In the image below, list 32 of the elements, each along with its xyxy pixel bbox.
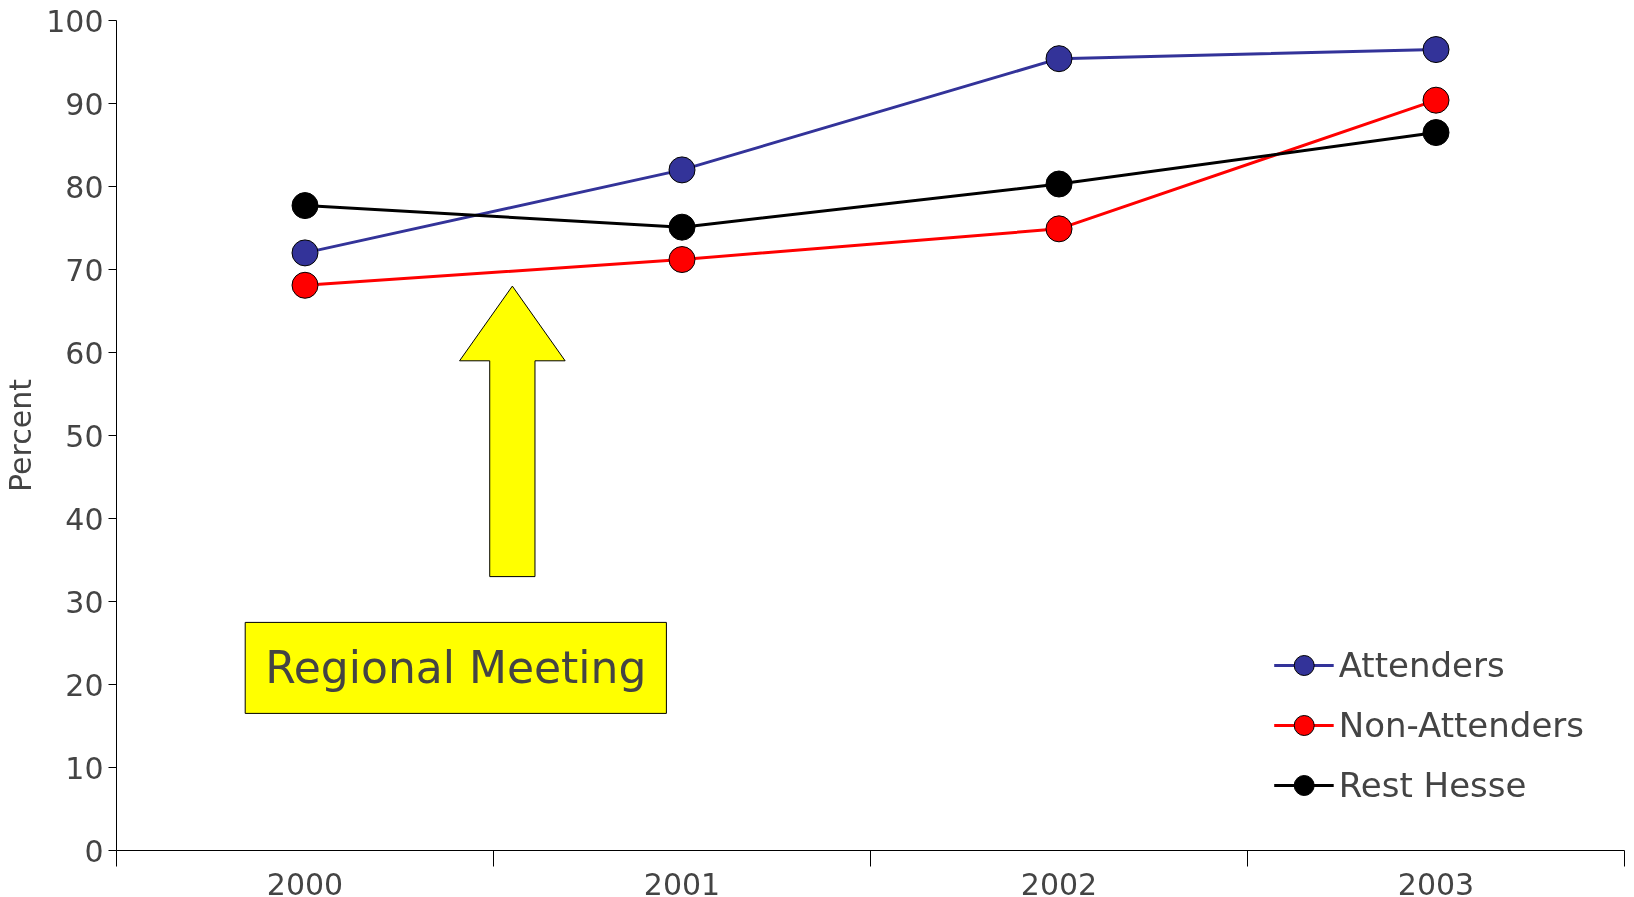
y-tick-label: 60 bbox=[65, 335, 104, 371]
y-tick-label: 80 bbox=[65, 169, 104, 205]
point bbox=[291, 239, 319, 267]
legend-label: Rest Hesse bbox=[1338, 765, 1527, 805]
point bbox=[1045, 170, 1073, 198]
x-tick-label: 2002 bbox=[1020, 866, 1098, 897]
y-axis-title: Percent bbox=[3, 378, 39, 492]
y-tick-label: 90 bbox=[65, 86, 104, 122]
point bbox=[668, 246, 696, 274]
y-tick-label: 100 bbox=[46, 3, 104, 39]
y-tick-label: 10 bbox=[65, 750, 104, 786]
y-tick-label: 40 bbox=[65, 501, 104, 537]
legend-label: Attenders bbox=[1338, 645, 1505, 685]
point bbox=[1045, 45, 1073, 73]
y-tick-label: 70 bbox=[65, 252, 104, 288]
legend-label: Non-Attenders bbox=[1338, 705, 1584, 745]
y-tick-label: 20 bbox=[65, 667, 104, 703]
annotation: Regional Meeting bbox=[265, 642, 647, 694]
y-tick-label: 0 bbox=[84, 833, 104, 869]
point bbox=[1422, 119, 1450, 147]
point bbox=[291, 192, 319, 220]
point bbox=[1422, 86, 1450, 114]
y-tick-label: 50 bbox=[65, 418, 104, 454]
point bbox=[291, 271, 319, 299]
x-tick-label: 2001 bbox=[643, 866, 721, 897]
x-tick-label: 2000 bbox=[266, 866, 344, 897]
y-tick-label: 30 bbox=[65, 584, 104, 620]
point bbox=[1045, 215, 1073, 243]
x-tick-label: 2003 bbox=[1397, 866, 1475, 897]
point bbox=[1422, 36, 1450, 64]
point bbox=[668, 156, 696, 184]
point bbox=[668, 213, 696, 241]
